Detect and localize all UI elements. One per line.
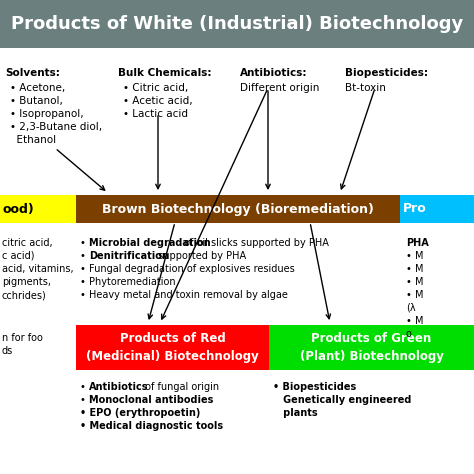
Text: Ethanol: Ethanol [10,135,56,145]
Text: Products of White (Industrial) Biotechnology: Products of White (Industrial) Biotechno… [11,15,463,33]
Text: Products of Red
(Medicinal) Biotechnology: Products of Red (Medicinal) Biotechnolog… [86,332,259,363]
Text: cchrides): cchrides) [2,290,47,300]
Text: Antibiotics: Antibiotics [89,382,148,392]
Text: o: o [406,329,412,339]
Text: supported by PHA: supported by PHA [155,251,246,261]
Text: •: • [80,382,89,392]
Text: ood): ood) [3,202,35,216]
Text: Microbial degradation: Microbial degradation [89,238,210,248]
Text: pigments,: pigments, [2,277,51,287]
Text: • Lactic acid: • Lactic acid [123,109,188,119]
Text: of oil slicks supported by PHA: of oil slicks supported by PHA [182,238,329,248]
Text: Monoclonal antibodies: Monoclonal antibodies [89,395,213,405]
Text: • M: • M [406,251,423,261]
Text: • EPO (erythropoetin): • EPO (erythropoetin) [80,408,201,418]
Text: Bulk Chemicals:: Bulk Chemicals: [118,68,211,78]
Bar [76,325,269,370]
Text: n for foo: n for foo [2,333,43,343]
Text: • Acetic acid,: • Acetic acid, [123,96,192,106]
Text: •: • [80,238,89,248]
Bar [0,195,76,223]
Text: • Butanol,: • Butanol, [10,96,63,106]
Bar [76,195,400,223]
Text: Solvents:: Solvents: [5,68,60,78]
Text: plants: plants [273,408,318,418]
Text: • Phytoremediation: • Phytoremediation [80,277,176,287]
Text: • Acetone,: • Acetone, [10,83,65,93]
Text: citric acid,: citric acid, [2,238,53,248]
Text: • Heavy metal and toxin removal by algae: • Heavy metal and toxin removal by algae [80,290,288,300]
Text: PHA: PHA [406,238,429,248]
Text: •: • [80,395,89,405]
Text: Biopesticides:: Biopesticides: [345,68,428,78]
Text: Antibiotics:: Antibiotics: [240,68,308,78]
Text: • Citric acid,: • Citric acid, [123,83,188,93]
Text: acid, vitamins,: acid, vitamins, [2,264,73,274]
Text: • M: • M [406,290,423,300]
Text: • M: • M [406,264,423,274]
Text: • Medical diagnostic tools: • Medical diagnostic tools [80,421,223,431]
Text: Pro: Pro [403,202,427,216]
Text: Genetically engineered: Genetically engineered [273,395,411,405]
Text: Bt-toxin: Bt-toxin [345,83,386,93]
Text: • 2,3-Butane diol,: • 2,3-Butane diol, [10,122,102,132]
Text: Denitrification: Denitrification [89,251,169,261]
Text: • M: • M [406,277,423,287]
Text: c acid): c acid) [2,251,35,261]
Text: of fungal origin: of fungal origin [142,382,219,392]
Bar [0,0,474,48]
Text: (λ: (λ [406,303,416,313]
Text: ds: ds [2,346,13,356]
Text: Different origin: Different origin [240,83,319,93]
Bar [269,325,474,370]
Text: • Isopropanol,: • Isopropanol, [10,109,83,119]
Text: • M: • M [406,316,423,326]
Text: Brown Biotechnology (Bioremediation): Brown Biotechnology (Bioremediation) [102,202,374,216]
Text: •: • [80,251,89,261]
Bar [400,195,474,223]
Text: • Fungal degradation of explosives residues: • Fungal degradation of explosives resid… [80,264,295,274]
Text: Products of Green
(Plant) Biotechnology: Products of Green (Plant) Biotechnology [300,332,444,363]
Text: • Biopesticides: • Biopesticides [273,382,356,392]
